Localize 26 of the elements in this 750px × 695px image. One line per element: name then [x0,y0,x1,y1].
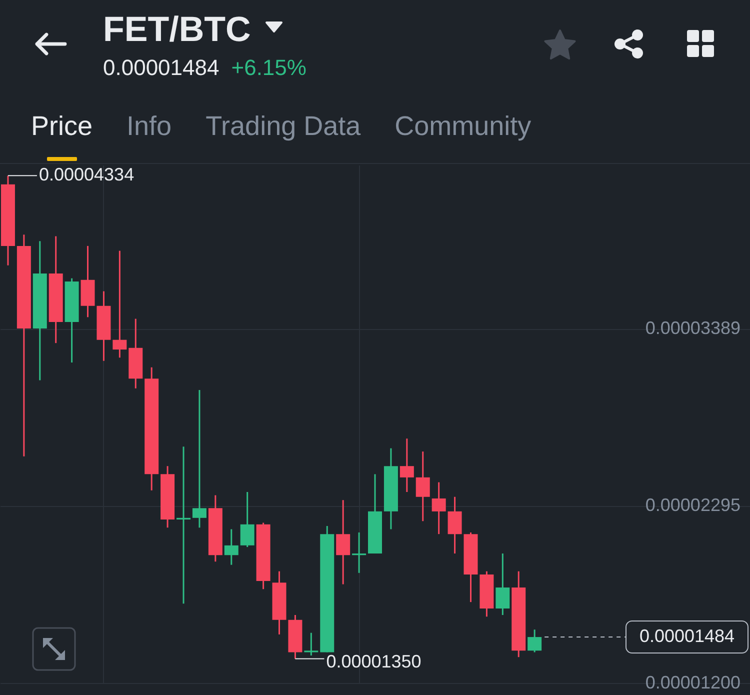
annotation: 0.00001350 [326,652,422,672]
y-tick-label: 0.00002295 [645,495,740,516]
chart-subtitle: 0.00001484 +6.15% [103,55,306,80]
candlestick [336,499,350,586]
candlestick [448,496,462,554]
annotation: 0.00004334 [38,164,134,185]
text: Price [31,111,93,141]
y-tick-label: 0.00003389 [645,318,740,338]
chart-title: FET/BTC [103,10,251,49]
y-tick-label: 0.00001200 [645,672,740,692]
candlestick [192,389,206,528]
candlestick [352,532,366,574]
candlestick [240,491,254,548]
ref-line-label: 0.00001484 [639,626,735,646]
candlestick [416,450,430,522]
candlestick [304,632,318,656]
text: Trading Data [206,111,361,141]
candlestick [496,552,510,616]
text: Info [126,111,172,141]
candlestick [400,438,414,493]
candlestick [224,528,238,566]
candlestick [112,250,127,358]
candlestick [432,482,446,535]
candlestick [528,628,542,653]
candlestick [176,446,191,604]
text: Community [394,111,532,141]
